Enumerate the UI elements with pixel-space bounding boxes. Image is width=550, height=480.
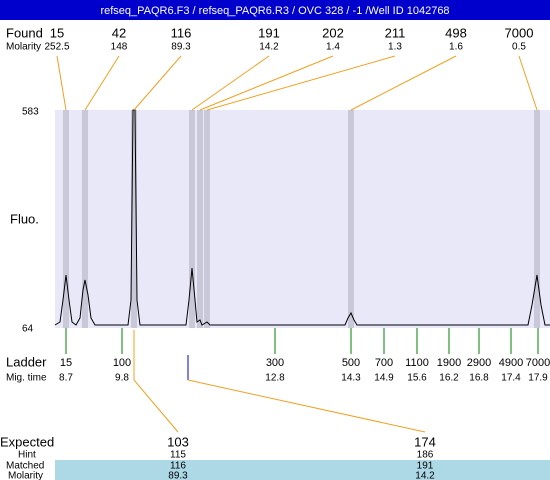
found-size: 498 — [445, 25, 467, 40]
ladder-time: 14.3 — [341, 373, 361, 384]
trace — [54, 109, 550, 326]
peak-connector — [133, 55, 182, 111]
found-molarity: 1.4 — [326, 42, 340, 53]
plot-area — [55, 110, 550, 328]
hint-value: 186 — [417, 450, 434, 461]
found-molarity: 1.3 — [388, 42, 402, 53]
expected-molarity-label: Molarity — [8, 471, 43, 480]
ladder-time: 9.8 — [115, 373, 129, 384]
found-size: 42 — [112, 25, 126, 40]
ladder-size: 4900 — [499, 357, 523, 369]
ladder-size: 2900 — [467, 357, 491, 369]
found-molarity: 1.6 — [449, 42, 463, 53]
ladder-size: 300 — [266, 357, 284, 369]
peak-band — [534, 110, 540, 328]
peak-connector — [56, 55, 67, 111]
title: refseq_PAQR6.F3 / refseq_PAQR6.R3 / OVC … — [100, 5, 449, 17]
hint-label: Hint — [18, 450, 36, 461]
peak-connector — [84, 55, 120, 111]
mig-time-label: Mig. time — [6, 373, 47, 384]
title-bar — [0, 0, 550, 20]
ladder-time: 15.6 — [407, 373, 427, 384]
found-size: 116 — [171, 25, 192, 40]
ladder-size: 700 — [375, 357, 393, 369]
expected-connector — [187, 379, 426, 433]
found-size: 211 — [385, 25, 406, 40]
ladder-size: 500 — [342, 357, 360, 369]
ladder-time: 8.7 — [59, 373, 73, 384]
ladder-time: 17.9 — [528, 373, 548, 384]
peak-band — [189, 110, 195, 328]
peak-band — [82, 110, 88, 328]
peak-connector — [350, 55, 457, 111]
peak-band — [63, 110, 69, 328]
ladder-time: 14.9 — [374, 373, 394, 384]
ladder-time: 16.2 — [439, 373, 459, 384]
peak-connector — [191, 55, 270, 111]
ladder-label: Ladder — [6, 354, 47, 369]
found-molarity: 14.2 — [259, 42, 279, 53]
found-molarity: 89.3 — [171, 42, 191, 53]
expected-molarity: 14.2 — [415, 471, 435, 480]
found-molarity: 0.5 — [512, 42, 526, 53]
ladder-time: 16.8 — [469, 373, 489, 384]
expected-molarity: 89.3 — [168, 471, 188, 480]
found-molarity: 148 — [111, 42, 128, 53]
found-size: 191 — [258, 25, 280, 40]
matched-label: Matched — [6, 461, 44, 472]
expected-connector — [133, 330, 179, 433]
peak-band — [131, 110, 137, 328]
y-min-label: 64 — [22, 324, 34, 335]
ladder-size: 100 — [113, 357, 131, 369]
found-size: 202 — [322, 25, 344, 40]
found-molarity: 252.5 — [44, 42, 69, 53]
y-max-label: 583 — [22, 107, 39, 118]
peak-band — [348, 110, 354, 328]
y-axis-label: Fluo. — [10, 211, 39, 226]
ladder-size: 15 — [60, 357, 72, 369]
found-label: Found — [6, 25, 43, 40]
molarity-label: Molarity — [6, 42, 41, 53]
found-size: 7000 — [505, 25, 534, 40]
found-size: 15 — [50, 25, 64, 40]
ladder-size: 7000 — [526, 357, 550, 369]
expected-size: 103 — [167, 434, 189, 449]
expected-label: Expected — [0, 434, 54, 449]
peak-band — [204, 110, 210, 328]
ladder-size: 1900 — [437, 357, 461, 369]
ladder-time: 12.8 — [265, 373, 285, 384]
peak-connector — [518, 55, 538, 111]
matched-band — [55, 460, 550, 480]
expected-size: 174 — [414, 434, 436, 449]
matched-value: 191 — [417, 461, 434, 472]
peak-connector — [199, 55, 334, 111]
hint-value: 115 — [170, 450, 186, 461]
matched-value: 116 — [170, 461, 186, 472]
peak-connector — [206, 55, 396, 111]
peak-band — [197, 110, 203, 328]
ladder-size: 1100 — [405, 357, 429, 369]
ladder-time: 17.4 — [501, 373, 521, 384]
